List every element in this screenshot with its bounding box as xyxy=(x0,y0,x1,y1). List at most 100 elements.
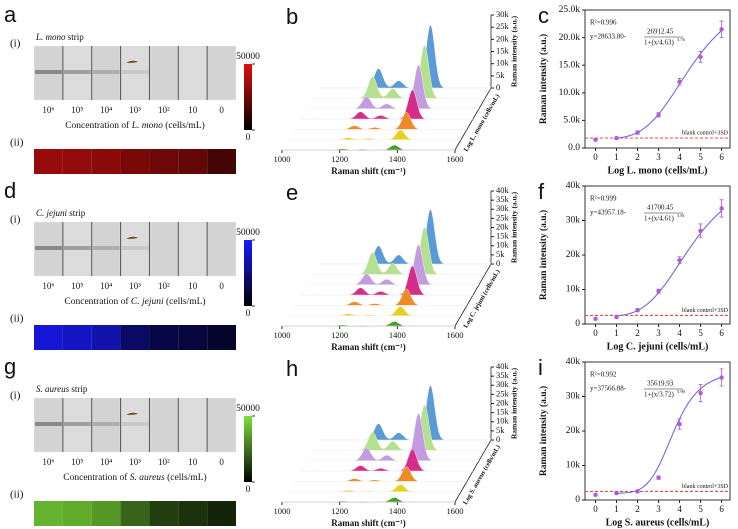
fit-curve xyxy=(614,30,722,139)
equation-exponent: 3.81 xyxy=(677,213,685,218)
data-point xyxy=(656,289,661,294)
x-axis-label: Log C. jejuni (cells/mL) xyxy=(607,341,709,352)
x-tick-label: 1200 xyxy=(331,506,348,516)
strip-title-italic: S. aureus xyxy=(36,384,70,394)
test-line xyxy=(121,70,149,74)
concentration-label: 10 xyxy=(188,105,198,115)
y-tick-label: 40k xyxy=(496,185,510,195)
threshold-label: blank control+3SD xyxy=(682,130,729,136)
test-line xyxy=(121,246,149,250)
panel-letter: d xyxy=(4,178,16,203)
fit-curve xyxy=(614,210,722,317)
strip-cell xyxy=(92,399,120,451)
strip-cell xyxy=(121,223,149,275)
y-tick-label: 20k xyxy=(496,397,510,407)
equation-numerator: 35619.93 xyxy=(647,380,674,388)
y-tick-label: 0 xyxy=(496,434,500,444)
x-tick-label: 1600 xyxy=(447,506,464,516)
caption-lead: Concentration of xyxy=(65,120,131,131)
colorbar-label: 50000 xyxy=(236,404,260,414)
fit-curve xyxy=(614,376,722,494)
roman-label: (ii) xyxy=(10,137,24,149)
y-tick-label: 30k xyxy=(496,379,510,389)
y-tick-label: 40k xyxy=(566,181,581,191)
strip-cell xyxy=(92,223,120,275)
strip-title-rest: strip xyxy=(67,208,86,218)
caption-tail: (cells/mL) xyxy=(165,472,207,483)
spectrum xyxy=(300,89,473,120)
y-tick-label: 30k xyxy=(496,203,510,213)
concentration-label: 10³ xyxy=(129,457,141,467)
strip-title-italic: L. mono xyxy=(35,32,66,42)
data-point xyxy=(677,79,682,84)
x-tick-label: 2 xyxy=(635,504,640,514)
plot-frame xyxy=(584,9,731,149)
strip-mark xyxy=(126,236,139,239)
concentration-caption: Concentration of L. mono (cells/mL) xyxy=(65,120,205,131)
strip-title: C. jejuni strip xyxy=(36,208,86,218)
equation-lead: y=37566.88- xyxy=(590,385,627,393)
heatmap-cell xyxy=(120,149,150,174)
heatmap-cell xyxy=(34,325,63,350)
panel-letter: b xyxy=(286,4,298,29)
heatmap-cell xyxy=(178,149,208,174)
spectrum xyxy=(282,497,455,503)
heatmap-cell xyxy=(178,501,208,526)
spectrum xyxy=(294,112,467,130)
panel-letter: a xyxy=(4,2,17,27)
data-point xyxy=(593,316,598,322)
strip-cell xyxy=(208,399,235,451)
data-point xyxy=(614,135,619,141)
concentration-label: 0 xyxy=(219,105,224,115)
x-tick-label: 5 xyxy=(698,328,703,338)
roman-label: (ii) xyxy=(10,489,24,501)
caption-tail: (cells/mL) xyxy=(163,120,205,131)
z-axis-label: Log S. aureus (cells/mL) xyxy=(462,444,502,506)
x-tick-label: 4 xyxy=(677,152,682,162)
concentration-label: 10 xyxy=(188,457,198,467)
equation-exponent: 5.90 xyxy=(677,389,686,394)
heatmap-cell xyxy=(178,325,208,350)
colorbar-label: 50000 xyxy=(236,228,260,238)
concentration-label: 10² xyxy=(158,281,170,291)
heatmap-cell xyxy=(207,325,236,350)
y-tick-label: 5k xyxy=(496,425,505,435)
spectrum xyxy=(300,448,473,472)
panel-letter: f xyxy=(538,179,545,204)
x-tick-label: 1400 xyxy=(389,330,406,340)
x-tick-label: 1400 xyxy=(389,154,406,164)
strip-title-italic: C. jejuni xyxy=(36,208,67,218)
data-point xyxy=(719,375,724,380)
concentration-label: 0 xyxy=(219,281,224,291)
panel-letter: c xyxy=(538,3,549,28)
x-tick-label: 6 xyxy=(719,152,724,162)
caption-lead: Concentration of xyxy=(63,472,129,483)
data-point xyxy=(656,112,661,118)
test-line xyxy=(63,246,91,250)
heatmap-cell xyxy=(62,149,92,174)
strip-title: L. mono strip xyxy=(35,32,84,42)
equation-numerator: 26912.45 xyxy=(647,28,674,36)
concentration-label: 10⁵ xyxy=(71,105,83,115)
y-tick-label: 10k xyxy=(566,461,581,471)
data-point xyxy=(698,390,703,396)
x-tick-label: 0 xyxy=(593,152,598,162)
z-axis-label: Log C. jejuni (cells/mL) xyxy=(462,269,501,330)
concentration-label: 10⁶ xyxy=(42,457,54,467)
heatmap-cell xyxy=(120,501,150,526)
spectrum xyxy=(288,306,461,316)
spectrum xyxy=(294,466,467,482)
panel-letter: e xyxy=(286,180,298,205)
concentration-label: 10² xyxy=(158,105,170,115)
spectrum xyxy=(306,412,479,461)
y-tick-label: 0 xyxy=(496,258,500,268)
y-tick-label: 20k xyxy=(496,33,510,43)
strip-title-rest: strip xyxy=(69,384,88,394)
y-tick-label: 15k xyxy=(496,231,510,241)
data-point xyxy=(593,492,598,498)
caption-italic: C. jejuni xyxy=(131,297,164,307)
colorbar xyxy=(244,416,252,482)
spectrum xyxy=(312,226,485,275)
heatmap-cell xyxy=(62,325,92,350)
